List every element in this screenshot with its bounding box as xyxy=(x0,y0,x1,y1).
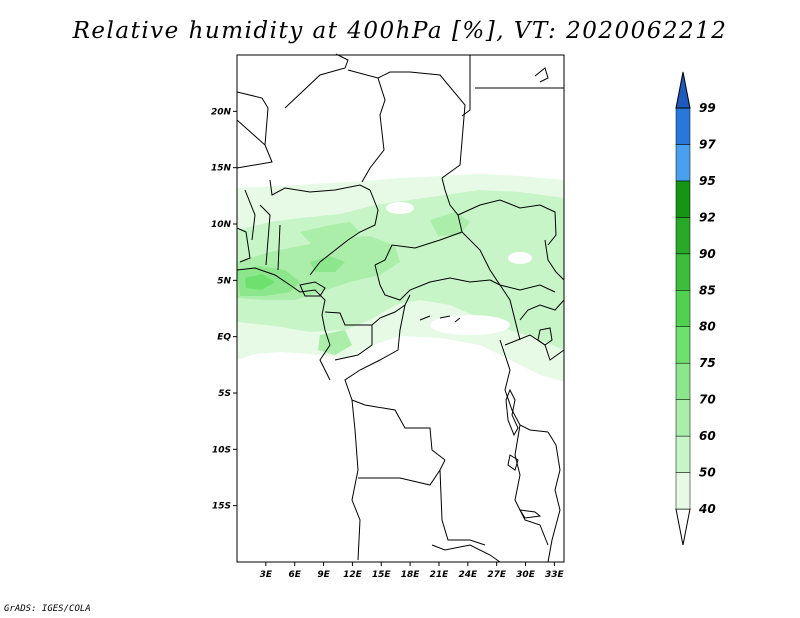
border-line xyxy=(499,339,549,433)
border-line xyxy=(439,469,486,546)
colorbar-label: 90 xyxy=(699,247,716,261)
lon-tick-label: 24E xyxy=(458,570,478,580)
colorbar-segment xyxy=(675,399,691,437)
colorbar-segment xyxy=(675,217,691,255)
lake-outline xyxy=(507,454,519,471)
colorbar-segment xyxy=(675,435,691,473)
colorbar-label: 40 xyxy=(698,502,716,516)
border-line xyxy=(377,71,466,179)
colorbar-segment xyxy=(675,253,691,291)
colorbar-label: 60 xyxy=(699,429,716,443)
border-line xyxy=(461,55,471,117)
border-line xyxy=(351,399,361,561)
colorbar-label: 70 xyxy=(699,393,716,407)
credit-text: GrADS: IGES/COLA xyxy=(4,604,91,614)
border-line xyxy=(544,239,565,281)
lat-tick-label: EQ xyxy=(217,333,231,343)
lat-tick-label: 15N xyxy=(211,164,232,174)
lat-tick-label: 15S xyxy=(212,502,231,512)
colorbar-label: 50 xyxy=(699,466,716,480)
coastline xyxy=(236,267,331,381)
lake-outline xyxy=(505,388,519,437)
border-line xyxy=(547,431,561,563)
lon-tick-label: 15E xyxy=(372,570,392,580)
border-line xyxy=(519,299,565,321)
colorbar-segment xyxy=(675,290,691,327)
coastline xyxy=(299,281,326,297)
colorbar: 40 50 60 70 75 80 85 90 92 95 97 99 xyxy=(675,71,716,546)
colorbar-label: 95 xyxy=(699,174,716,188)
humidity-gap xyxy=(508,252,532,264)
lon-tick-label: 33E xyxy=(545,570,565,580)
lon-tick-label: 9E xyxy=(317,570,330,580)
colorbar-segment xyxy=(675,472,691,510)
humidity-band-75 xyxy=(245,274,275,290)
lon-tick-label: 3E xyxy=(260,570,273,580)
lake-outline xyxy=(419,315,461,323)
colorbar-label: 85 xyxy=(699,283,716,297)
border-line xyxy=(534,67,549,83)
border-line xyxy=(351,399,446,461)
humidity-gap xyxy=(386,202,414,214)
border-line xyxy=(244,189,256,241)
border-line xyxy=(431,544,501,563)
lon-axis: 3E 6E 9E 12E 15E 18E 21E 24E 27E 30E 33E xyxy=(260,562,565,580)
border-line xyxy=(277,224,281,271)
border-line xyxy=(236,144,273,169)
colorbar-lower-arrow xyxy=(675,508,691,546)
lat-tick-label: 20N xyxy=(211,107,232,117)
humidity-field xyxy=(237,174,564,382)
colorbar-label: 75 xyxy=(699,356,716,370)
colorbar-segment xyxy=(675,107,691,145)
humidity-band-60c xyxy=(430,212,470,236)
border-line xyxy=(344,304,406,401)
border-line xyxy=(259,204,271,266)
border-line xyxy=(236,227,251,263)
lat-tick-label: 5S xyxy=(218,389,231,399)
map-frame xyxy=(236,54,565,563)
lat-tick-label: 10N xyxy=(211,220,232,230)
colorbar-segment xyxy=(675,362,691,400)
lake-outline xyxy=(519,509,542,519)
lon-tick-label: 12E xyxy=(343,570,363,580)
border-line xyxy=(309,189,379,276)
humidity-band-60d xyxy=(318,330,352,355)
colorbar-label: 92 xyxy=(699,210,716,224)
lon-tick-label: 6E xyxy=(288,570,301,580)
border-line xyxy=(457,199,557,246)
lon-tick-label: 18E xyxy=(401,570,421,580)
border-line xyxy=(269,179,371,196)
border-line xyxy=(284,53,349,109)
border-line xyxy=(374,177,463,266)
colorbar-label: 99 xyxy=(699,101,716,115)
humidity-band-60b xyxy=(300,222,360,248)
border-line xyxy=(347,69,386,183)
colorbar-segment xyxy=(675,326,691,364)
lon-tick-label: 30E xyxy=(516,570,536,580)
humidity-gap xyxy=(430,315,510,335)
colorbar-upper-arrow xyxy=(675,71,691,109)
border-line xyxy=(371,294,411,326)
colorbar-label: 80 xyxy=(699,320,716,334)
lat-tick-label: 10S xyxy=(212,445,231,455)
colorbar-segment xyxy=(675,180,691,218)
border-line xyxy=(358,459,446,486)
lake-outline xyxy=(537,327,553,346)
border-line xyxy=(236,91,269,147)
border-line xyxy=(514,424,549,546)
colorbar-segment xyxy=(675,144,691,182)
lon-tick-label: 27E xyxy=(487,570,507,580)
country-boundaries xyxy=(236,53,565,563)
lat-axis: 20N 15N 10N 5N EQ 5S 10S 15S xyxy=(211,107,237,512)
humidity-band-70b xyxy=(310,256,345,272)
colorbar-label: 97 xyxy=(699,137,716,151)
border-line xyxy=(489,279,521,341)
lat-tick-label: 5N xyxy=(217,276,231,286)
chart-title: Relative humidity at 400hPa [%], VT: 202… xyxy=(72,18,728,44)
lon-tick-label: 21E xyxy=(430,570,450,580)
border-line xyxy=(374,264,491,301)
